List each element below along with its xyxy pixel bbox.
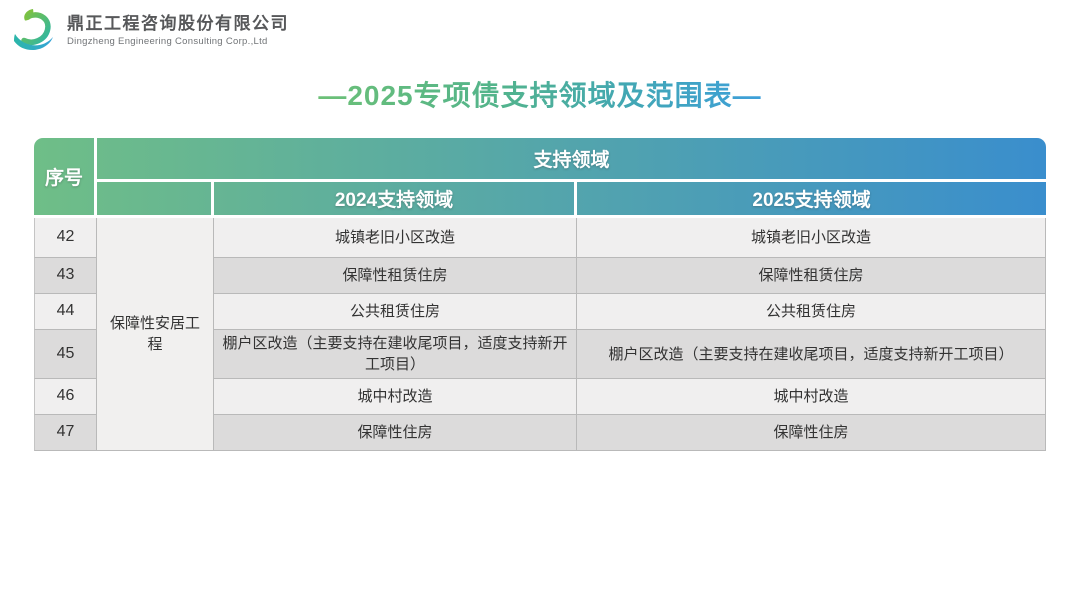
table-row: 47 保障性住房 保障性住房 xyxy=(34,415,1047,451)
company-name-cn: 鼎正工程咨询股份有限公司 xyxy=(67,13,289,33)
support-table: 序号 支持领域 2024支持领域 2025支持领域 42 保障性安居工程 城镇老… xyxy=(34,138,1047,451)
header-row-years: 2024支持领域 2025支持领域 xyxy=(34,182,1047,218)
header-2025: 2025支持领域 xyxy=(577,182,1047,218)
support-2025-cell: 保障性租赁住房 xyxy=(577,258,1047,294)
support-2024-cell: 棚户区改造（主要支持在建收尾项目，适度支持新开工项目） xyxy=(214,330,577,379)
support-2024-cell: 保障性住房 xyxy=(214,415,577,451)
support-2025-cell: 棚户区改造（主要支持在建收尾项目，适度支持新开工项目） xyxy=(577,330,1047,379)
company-name-block: 鼎正工程咨询股份有限公司 Dingzheng Engineering Consu… xyxy=(67,13,289,48)
support-2025-cell: 城中村改造 xyxy=(577,379,1047,415)
company-logo: 鼎正工程咨询股份有限公司 Dingzheng Engineering Consu… xyxy=(12,7,289,55)
seq-cell: 43 xyxy=(34,258,97,294)
header-row-group: 序号 支持领域 xyxy=(34,138,1047,218)
support-2024-cell: 城中村改造 xyxy=(214,379,577,415)
table-row: 44 公共租赁住房 公共租赁住房 xyxy=(34,294,1047,330)
seq-cell: 42 xyxy=(34,218,97,258)
header-seq: 序号 xyxy=(34,138,97,218)
page-title: —2025专项债支持领域及范围表— xyxy=(318,74,761,114)
seq-cell: 46 xyxy=(34,379,97,415)
seq-cell: 47 xyxy=(34,415,97,451)
seq-cell: 45 xyxy=(34,330,97,379)
category-cell: 保障性安居工程 xyxy=(97,218,214,451)
table-row: 42 保障性安居工程 城镇老旧小区改造 城镇老旧小区改造 xyxy=(34,218,1047,451)
company-name-en: Dingzheng Engineering Consulting Corp.,L… xyxy=(67,36,268,48)
company-logo-icon xyxy=(14,9,53,51)
support-2024-cell: 保障性租赁住房 xyxy=(214,258,577,294)
table-row: 46 城中村改造 城中村改造 xyxy=(34,379,1047,415)
header-category-spacer xyxy=(97,182,214,218)
support-2024-cell: 公共租赁住房 xyxy=(214,294,577,330)
seq-cell: 44 xyxy=(34,294,97,330)
table-row: 45 棚户区改造（主要支持在建收尾项目，适度支持新开工项目） 棚户区改造（主要支… xyxy=(34,330,1047,379)
table-row: 43 保障性租赁住房 保障性租赁住房 xyxy=(34,258,1047,294)
header-support-group: 支持领域 xyxy=(97,138,1047,182)
support-2025-cell: 保障性住房 xyxy=(577,415,1047,451)
header-2024: 2024支持领域 xyxy=(214,182,577,218)
title-row: —2025专项债支持领域及范围表— xyxy=(0,74,1080,114)
support-2024-cell: 城镇老旧小区改造 xyxy=(214,218,577,258)
support-2025-cell: 城镇老旧小区改造 xyxy=(577,218,1047,258)
support-2025-cell: 公共租赁住房 xyxy=(577,294,1047,330)
